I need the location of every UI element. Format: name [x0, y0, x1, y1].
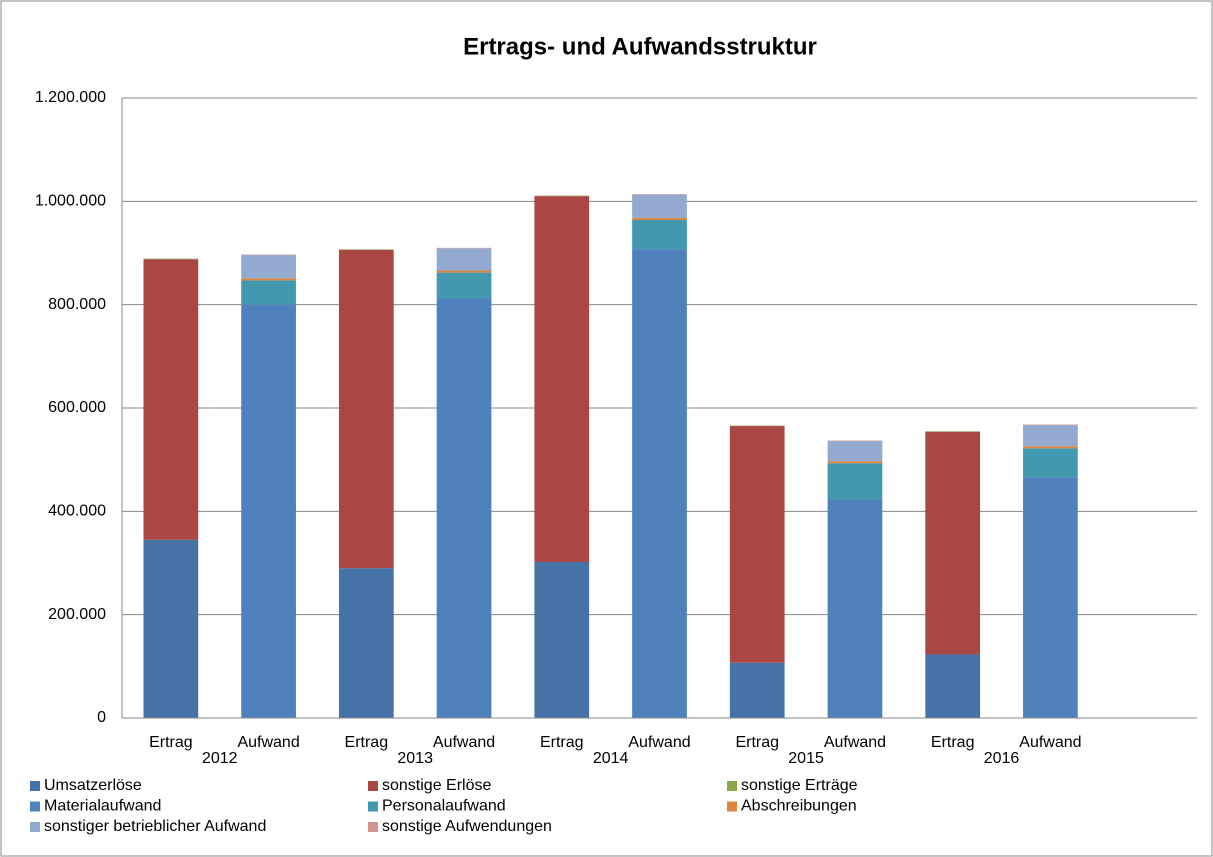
- bar-segment: [241, 254, 296, 256]
- group-label: 2015: [788, 750, 824, 767]
- x-tick-label: Aufwand: [824, 734, 886, 751]
- bar-segment: [632, 194, 687, 218]
- bar-segment: [925, 431, 981, 432]
- legend-label: sonstige Erträge: [741, 777, 858, 794]
- x-tick-label: Aufwand: [628, 734, 690, 751]
- bar-segment: [632, 194, 687, 195]
- bar-segment: [827, 463, 883, 500]
- bar-segment: [436, 247, 492, 249]
- legend-swatch: [368, 822, 378, 832]
- legend-swatch: [727, 801, 737, 812]
- bar-segment: [1023, 424, 1078, 426]
- bar-segment: [436, 248, 492, 271]
- legend-swatch: [30, 822, 40, 832]
- legend-label: Materialaufwand: [44, 798, 161, 815]
- legend-swatch: [30, 781, 40, 791]
- legend-swatch: [368, 781, 378, 791]
- bar-segment: [534, 196, 590, 562]
- bar-segment: [241, 278, 296, 281]
- bar-segment: [729, 425, 785, 427]
- group-label: 2016: [984, 750, 1020, 767]
- y-tick-label: 400.000: [48, 503, 106, 520]
- y-tick-label: 800.000: [48, 296, 106, 313]
- bar-segment: [436, 272, 492, 299]
- y-tick-label: 200.000: [48, 606, 106, 623]
- bar-segment: [925, 431, 981, 655]
- bar-segment: [632, 219, 687, 250]
- bar-segment: [338, 249, 394, 250]
- legend-label: Abschreibungen: [741, 798, 857, 815]
- bar-segment: [827, 440, 883, 442]
- legend-label: sonstiger betrieblicher Aufwand: [44, 818, 266, 835]
- bar-segment: [143, 539, 199, 718]
- bar-segment: [143, 259, 199, 540]
- x-tick-label: Ertrag: [735, 734, 779, 751]
- legend-label: sonstige Aufwendungen: [382, 818, 552, 835]
- bar-segment: [827, 499, 883, 718]
- bar-segment: [632, 249, 687, 718]
- bar-segment: [241, 280, 296, 305]
- x-tick-label: Aufwand: [237, 734, 299, 751]
- bar-segment: [827, 461, 883, 464]
- legend-swatch: [727, 781, 737, 791]
- x-tick-label: Ertrag: [345, 734, 389, 751]
- legend-label: sonstige Erlöse: [382, 777, 491, 794]
- legend-swatch: [368, 801, 378, 812]
- bar-segment: [632, 217, 687, 220]
- legend-swatch: [30, 801, 40, 812]
- y-tick-label: 1.200.000: [35, 89, 106, 106]
- y-tick-label: 600.000: [48, 399, 106, 416]
- bar-segment: [338, 568, 394, 718]
- y-tick-label: 1.000.000: [35, 193, 106, 210]
- x-tick-label: Aufwand: [433, 734, 495, 751]
- bar-segment: [143, 258, 199, 260]
- bar-segment: [241, 304, 296, 718]
- legend-label: Umsatzerlöse: [44, 777, 142, 794]
- bar-segment: [534, 195, 590, 197]
- bar-segment: [925, 654, 981, 718]
- bar-segment: [534, 561, 590, 718]
- bar-segment: [1023, 477, 1078, 718]
- chart-title: Ertrags- und Aufwandsstruktur: [463, 33, 817, 60]
- bar-segment: [241, 255, 296, 279]
- legend-label: Personalaufwand: [382, 798, 506, 815]
- bar-segment: [1023, 446, 1078, 449]
- bar-segment: [729, 662, 785, 718]
- group-label: 2014: [593, 750, 629, 767]
- group-label: 2012: [202, 750, 238, 767]
- bar-segment: [1023, 425, 1078, 447]
- x-tick-label: Ertrag: [149, 734, 193, 751]
- bar-segment: [1023, 448, 1078, 478]
- bar-segment: [827, 441, 883, 462]
- group-label: 2013: [397, 750, 433, 767]
- y-tick-label: 0: [97, 709, 106, 726]
- x-tick-label: Ertrag: [540, 734, 584, 751]
- bar-segment: [436, 298, 492, 718]
- x-tick-label: Ertrag: [931, 734, 975, 751]
- bar-segment: [436, 270, 492, 273]
- x-tick-label: Aufwand: [1019, 734, 1081, 751]
- bar-segment: [729, 426, 785, 663]
- bar-segment: [338, 249, 394, 569]
